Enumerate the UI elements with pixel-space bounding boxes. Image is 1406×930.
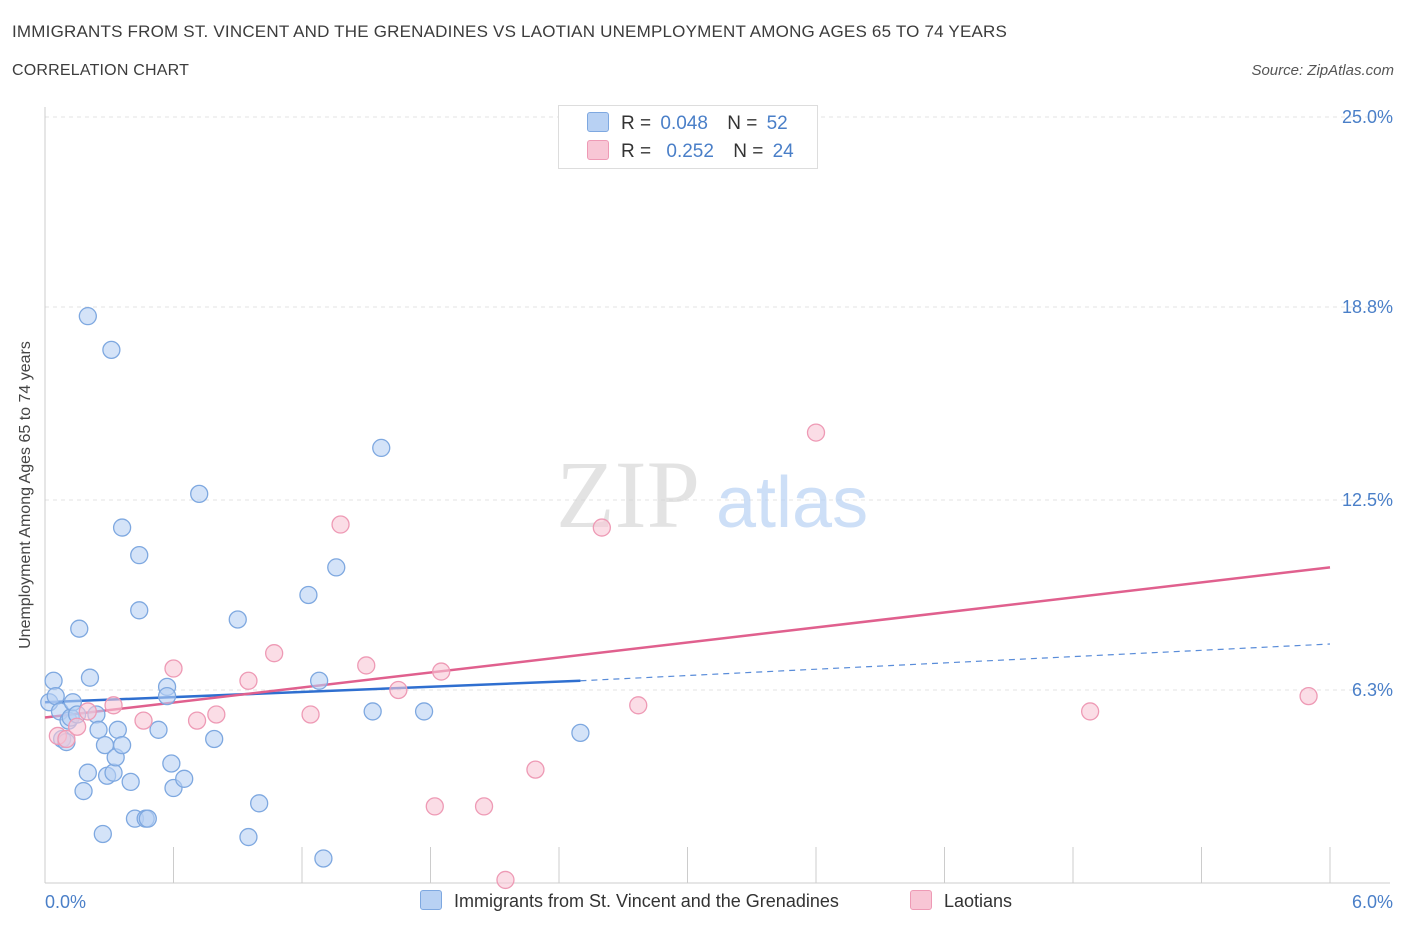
point-laotians xyxy=(496,870,515,890)
point-immigrants xyxy=(314,849,333,868)
legend-n-value: 52 xyxy=(766,113,788,134)
point-immigrants xyxy=(70,619,89,638)
x-tick-label: 0.0% xyxy=(45,892,86,912)
point-laotians xyxy=(1299,686,1318,706)
point-immigrants xyxy=(89,720,108,739)
axes xyxy=(44,107,1390,884)
legend-swatch-pink xyxy=(587,140,609,160)
legend-item-laotians[interactable]: Laotians xyxy=(910,890,1012,912)
point-immigrants xyxy=(414,702,434,721)
y-tick-label: 6.3% xyxy=(1352,680,1393,700)
point-laotians xyxy=(592,518,611,537)
legend-r-label: R = xyxy=(621,141,652,162)
point-laotians xyxy=(187,711,207,730)
legend-r-label: R = xyxy=(621,113,652,134)
point-laotians xyxy=(78,702,97,721)
chart-subtitle: CORRELATION CHART xyxy=(12,62,190,79)
point-immigrants xyxy=(93,824,112,844)
legend-swatch-blue xyxy=(587,112,609,132)
point-laotians xyxy=(474,797,494,816)
point-laotians xyxy=(331,515,350,534)
point-immigrants xyxy=(80,668,100,687)
point-immigrants xyxy=(571,723,590,743)
point-laotians xyxy=(239,671,258,690)
point-immigrants xyxy=(162,754,181,773)
legend-r-value: 0.048 xyxy=(660,113,708,134)
point-immigrants xyxy=(372,438,391,458)
point-laotians xyxy=(104,696,123,715)
point-immigrants xyxy=(239,827,258,847)
stats-legend: R = 0.048 N = 52 R = 0.252 N = 24 xyxy=(558,105,818,169)
point-immigrants xyxy=(78,763,97,782)
point-immigrants xyxy=(112,518,132,537)
point-immigrants xyxy=(250,794,269,813)
point-laotians xyxy=(526,760,545,779)
y-tick-label: 18.8% xyxy=(1342,297,1393,317)
point-immigrants xyxy=(102,340,121,360)
point-immigrants xyxy=(112,735,132,755)
watermark: ZIP atlas xyxy=(556,441,868,548)
point-immigrants xyxy=(74,781,93,801)
legend-n-label: N = xyxy=(727,113,758,134)
legend-n-value: 24 xyxy=(772,141,794,162)
trend-line-immigrants-extension xyxy=(580,643,1331,682)
grid-lines xyxy=(45,116,1390,691)
y-axis-label: Unemployment Among Ages 65 to 74 years xyxy=(17,341,34,649)
point-laotians xyxy=(806,423,826,442)
point-laotians xyxy=(425,797,444,816)
watermark-zip: ZIP xyxy=(556,441,700,548)
y-tick-label: 25.0% xyxy=(1342,107,1393,127)
legend-label-immigrants: Immigrants from St. Vincent and the Gren… xyxy=(454,891,839,911)
legend-item-immigrants[interactable]: Immigrants from St. Vincent and the Gren… xyxy=(420,890,839,912)
trend-lines xyxy=(44,566,1331,719)
point-laotians xyxy=(1080,702,1100,721)
point-laotians xyxy=(57,729,76,749)
point-immigrants xyxy=(327,558,346,577)
legend-label-laotians: Laotians xyxy=(944,891,1013,911)
point-immigrants xyxy=(46,686,65,706)
point-immigrants xyxy=(44,671,63,690)
legend-swatch-pink xyxy=(910,890,932,910)
point-laotians xyxy=(357,656,376,675)
point-immigrants xyxy=(299,585,318,605)
y-tick-label: 12.5% xyxy=(1342,490,1393,510)
watermark-atlas: atlas xyxy=(716,463,868,543)
x-tick-label: 6.0% xyxy=(1352,892,1393,912)
point-immigrants xyxy=(108,720,127,739)
point-laotians xyxy=(301,705,320,724)
point-immigrants xyxy=(104,763,123,782)
point-immigrants xyxy=(228,610,247,629)
point-immigrants xyxy=(309,671,329,690)
point-laotians xyxy=(207,705,226,724)
point-immigrants xyxy=(130,601,149,620)
trend-line-immigrants xyxy=(44,679,581,704)
point-immigrants xyxy=(149,720,168,739)
legend-row-pink: R = 0.252 N = 24 xyxy=(587,140,794,163)
trend-line-laotians xyxy=(44,566,1331,719)
point-laotians xyxy=(629,696,648,715)
tick-labels: 6.3% 12.5% 18.8% 25.0% 0.0% 6.0% xyxy=(45,107,1393,912)
legend-n-label: N = xyxy=(733,141,764,162)
point-immigrants xyxy=(157,686,177,706)
point-laotians xyxy=(67,717,87,736)
legend-row-blue: R = 0.048 N = 52 xyxy=(587,112,788,135)
point-laotians xyxy=(265,644,284,663)
point-immigrants xyxy=(363,702,382,721)
point-laotians xyxy=(134,711,153,730)
point-immigrants xyxy=(121,772,140,792)
point-immigrants xyxy=(138,809,157,828)
source-label: Source: ZipAtlas.com xyxy=(1251,62,1394,79)
legend-r-value: 0.252 xyxy=(666,141,714,162)
point-immigrants xyxy=(205,729,224,749)
point-immigrants xyxy=(190,484,209,504)
legend-swatch-blue xyxy=(420,890,442,910)
point-laotians xyxy=(432,662,451,681)
point-immigrants xyxy=(78,307,97,326)
point-immigrants xyxy=(130,546,149,565)
point-laotians xyxy=(164,659,183,678)
chart-title: IMMIGRANTS FROM ST. VINCENT AND THE GREN… xyxy=(12,22,1008,41)
point-laotians xyxy=(389,680,408,700)
point-immigrants xyxy=(175,769,194,788)
